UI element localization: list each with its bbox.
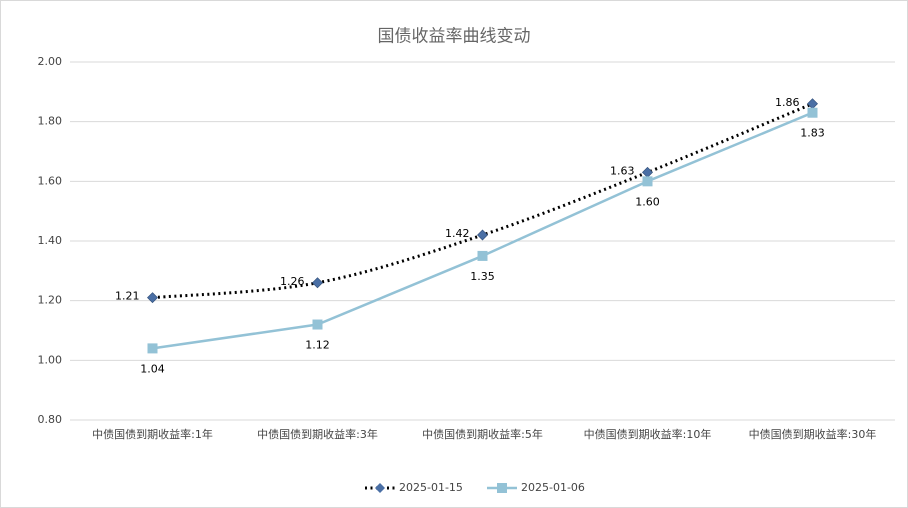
x-tick-label: 中债国债到期收益率:10年	[584, 427, 712, 441]
data-label: 1.21	[115, 290, 140, 303]
y-tick-label: 1.80	[38, 115, 63, 128]
data-label: 1.42	[445, 227, 470, 240]
legend-marker	[497, 483, 507, 493]
y-tick-label: 2.00	[38, 55, 63, 68]
data-label: 1.60	[635, 195, 660, 208]
x-tick-label: 中债国债到期收益率:3年	[257, 427, 378, 441]
legend-marker	[375, 483, 385, 493]
legend-label: 2025-01-15	[399, 481, 463, 494]
data-label: 1.83	[800, 127, 825, 140]
data-label: 1.04	[140, 362, 165, 375]
y-tick-label: 1.40	[38, 234, 63, 247]
y-tick-label: 0.80	[38, 413, 63, 426]
chart-title: 国债收益率曲线变动	[378, 27, 531, 47]
point	[312, 277, 323, 289]
data-label: 1.63	[610, 164, 635, 177]
point	[312, 319, 323, 330]
legend-label: 2025-01-06	[521, 481, 585, 494]
data-label: 1.35	[470, 270, 495, 283]
point	[477, 229, 488, 241]
point	[642, 176, 653, 187]
x-tick-label: 中债国债到期收益率:1年	[92, 427, 213, 441]
data-label: 1.12	[305, 339, 330, 352]
point	[807, 107, 818, 118]
y-tick-label: 1.60	[38, 174, 63, 187]
data-label: 1.86	[775, 96, 800, 109]
series-line	[152, 102, 814, 300]
x-tick-label: 中债国债到期收益率:5年	[422, 427, 543, 441]
x-tick-label: 中债国债到期收益率:30年	[749, 427, 877, 441]
point	[147, 292, 158, 304]
y-tick-label: 1.20	[38, 294, 63, 307]
point	[477, 250, 488, 261]
y-tick-label: 1.00	[38, 353, 63, 366]
data-label: 1.26	[280, 275, 305, 288]
point	[147, 343, 158, 354]
